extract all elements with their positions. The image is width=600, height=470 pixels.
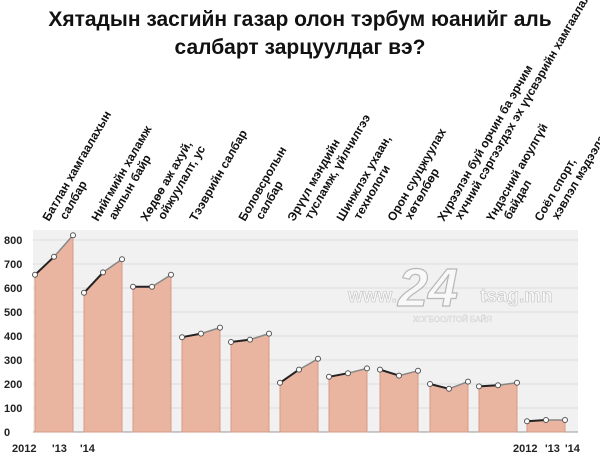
data-point: [495, 382, 501, 389]
data-point: [198, 330, 204, 337]
data-point: [446, 385, 452, 392]
x-tick-label: '13: [52, 443, 67, 455]
category-group: [524, 417, 568, 433]
data-point: [396, 372, 402, 379]
title-line-2: салбарт зарцуулдаг вэ?: [174, 36, 426, 59]
data-point: [296, 366, 302, 373]
y-tick-label: 400: [4, 331, 22, 343]
y-tick-label: 200: [4, 379, 22, 391]
area-fill: [328, 367, 368, 433]
data-point: [326, 373, 332, 380]
chart-title: Хятадын засгийн газар олон тэрбум юанийг…: [0, 6, 600, 62]
data-point: [100, 269, 106, 276]
data-point: [427, 381, 433, 387]
data-point: [514, 379, 520, 386]
series-line: [347, 367, 368, 374]
series-line: [34, 256, 55, 276]
x-tick-label: '13: [545, 443, 560, 455]
category-group: [326, 365, 370, 433]
watermark-right: tsag.mn: [480, 286, 553, 307]
data-point: [524, 418, 530, 425]
data-point: [70, 232, 76, 239]
gridlines: [33, 239, 578, 433]
data-point: [32, 271, 38, 278]
series-line: [497, 382, 518, 386]
x-tick-label: '14: [80, 443, 96, 455]
series-line: [200, 326, 221, 335]
area-fill: [478, 382, 518, 433]
x-tick-label: 2012: [12, 443, 36, 455]
category-group: [179, 324, 223, 433]
x-tick-label: '14: [565, 443, 581, 455]
data-point: [364, 365, 370, 372]
data-point: [179, 334, 185, 341]
y-tick-label: 500: [4, 307, 22, 319]
category-group: [228, 330, 272, 433]
area-fill: [181, 326, 221, 433]
series-line: [398, 370, 419, 377]
y-tick-label: 300: [4, 355, 22, 367]
series-line: [83, 271, 104, 294]
y-tick-label: 0: [4, 427, 10, 439]
category-group: [377, 366, 421, 433]
series-line: [429, 383, 450, 390]
data-point: [130, 283, 136, 290]
title-line-1: Хятадын засгийн газар олон тэрбум юанийг…: [48, 8, 552, 31]
data-point: [149, 283, 155, 290]
series-line: [181, 332, 202, 339]
data-point: [315, 355, 321, 362]
category-group: [277, 355, 321, 433]
y-tick-label: 600: [4, 283, 22, 295]
watermark-logo: www. 24 tsag.mn ХОГБООЛТОЙ БАЙЯ: [347, 257, 553, 324]
data-point: [345, 370, 351, 377]
area-fill: [132, 273, 172, 433]
category-group: [32, 232, 76, 433]
series-line: [53, 234, 74, 258]
data-point: [562, 417, 568, 423]
data-point: [465, 378, 471, 385]
data-point: [247, 336, 253, 343]
data-point: [81, 289, 87, 296]
watermark-left: www.: [347, 286, 397, 307]
data-point: [168, 271, 174, 278]
series-line: [230, 338, 251, 343]
category-group: [81, 256, 125, 433]
data-point: [119, 256, 125, 263]
watermark-tagline: ХОГБООЛТОЙ БАЙЯ: [413, 315, 492, 324]
data-point: [228, 339, 234, 345]
series-line: [448, 380, 469, 390]
watermark-number: 24: [397, 258, 458, 318]
series-line: [526, 419, 547, 423]
x-tick-label: 2012: [513, 443, 537, 455]
category-group: [130, 271, 174, 433]
y-tick-label: 100: [4, 403, 22, 415]
x-axis: 2012 '13 '14 2012 '13 '14: [12, 443, 581, 455]
series-line: [478, 384, 499, 388]
data-point: [277, 379, 283, 386]
data-point: [377, 366, 383, 373]
series-line: [328, 372, 349, 378]
series-line: [379, 368, 400, 377]
area-fill: [230, 332, 270, 433]
series-line: [102, 258, 123, 274]
category-group: [427, 378, 471, 433]
data-point: [476, 383, 482, 390]
category-group: [476, 379, 520, 433]
data-point: [51, 253, 57, 260]
data-point: [415, 367, 421, 374]
data-point: [217, 324, 223, 331]
data-point: [266, 330, 272, 337]
series-line: [279, 368, 300, 384]
series-line: [298, 358, 319, 371]
area-fill: [379, 368, 419, 433]
y-tick-label: 800: [4, 235, 22, 247]
data-point: [543, 417, 549, 423]
series-line: [151, 274, 172, 288]
series-line: [249, 332, 270, 341]
area-group: [32, 232, 568, 433]
y-tick-label: 700: [4, 259, 22, 271]
